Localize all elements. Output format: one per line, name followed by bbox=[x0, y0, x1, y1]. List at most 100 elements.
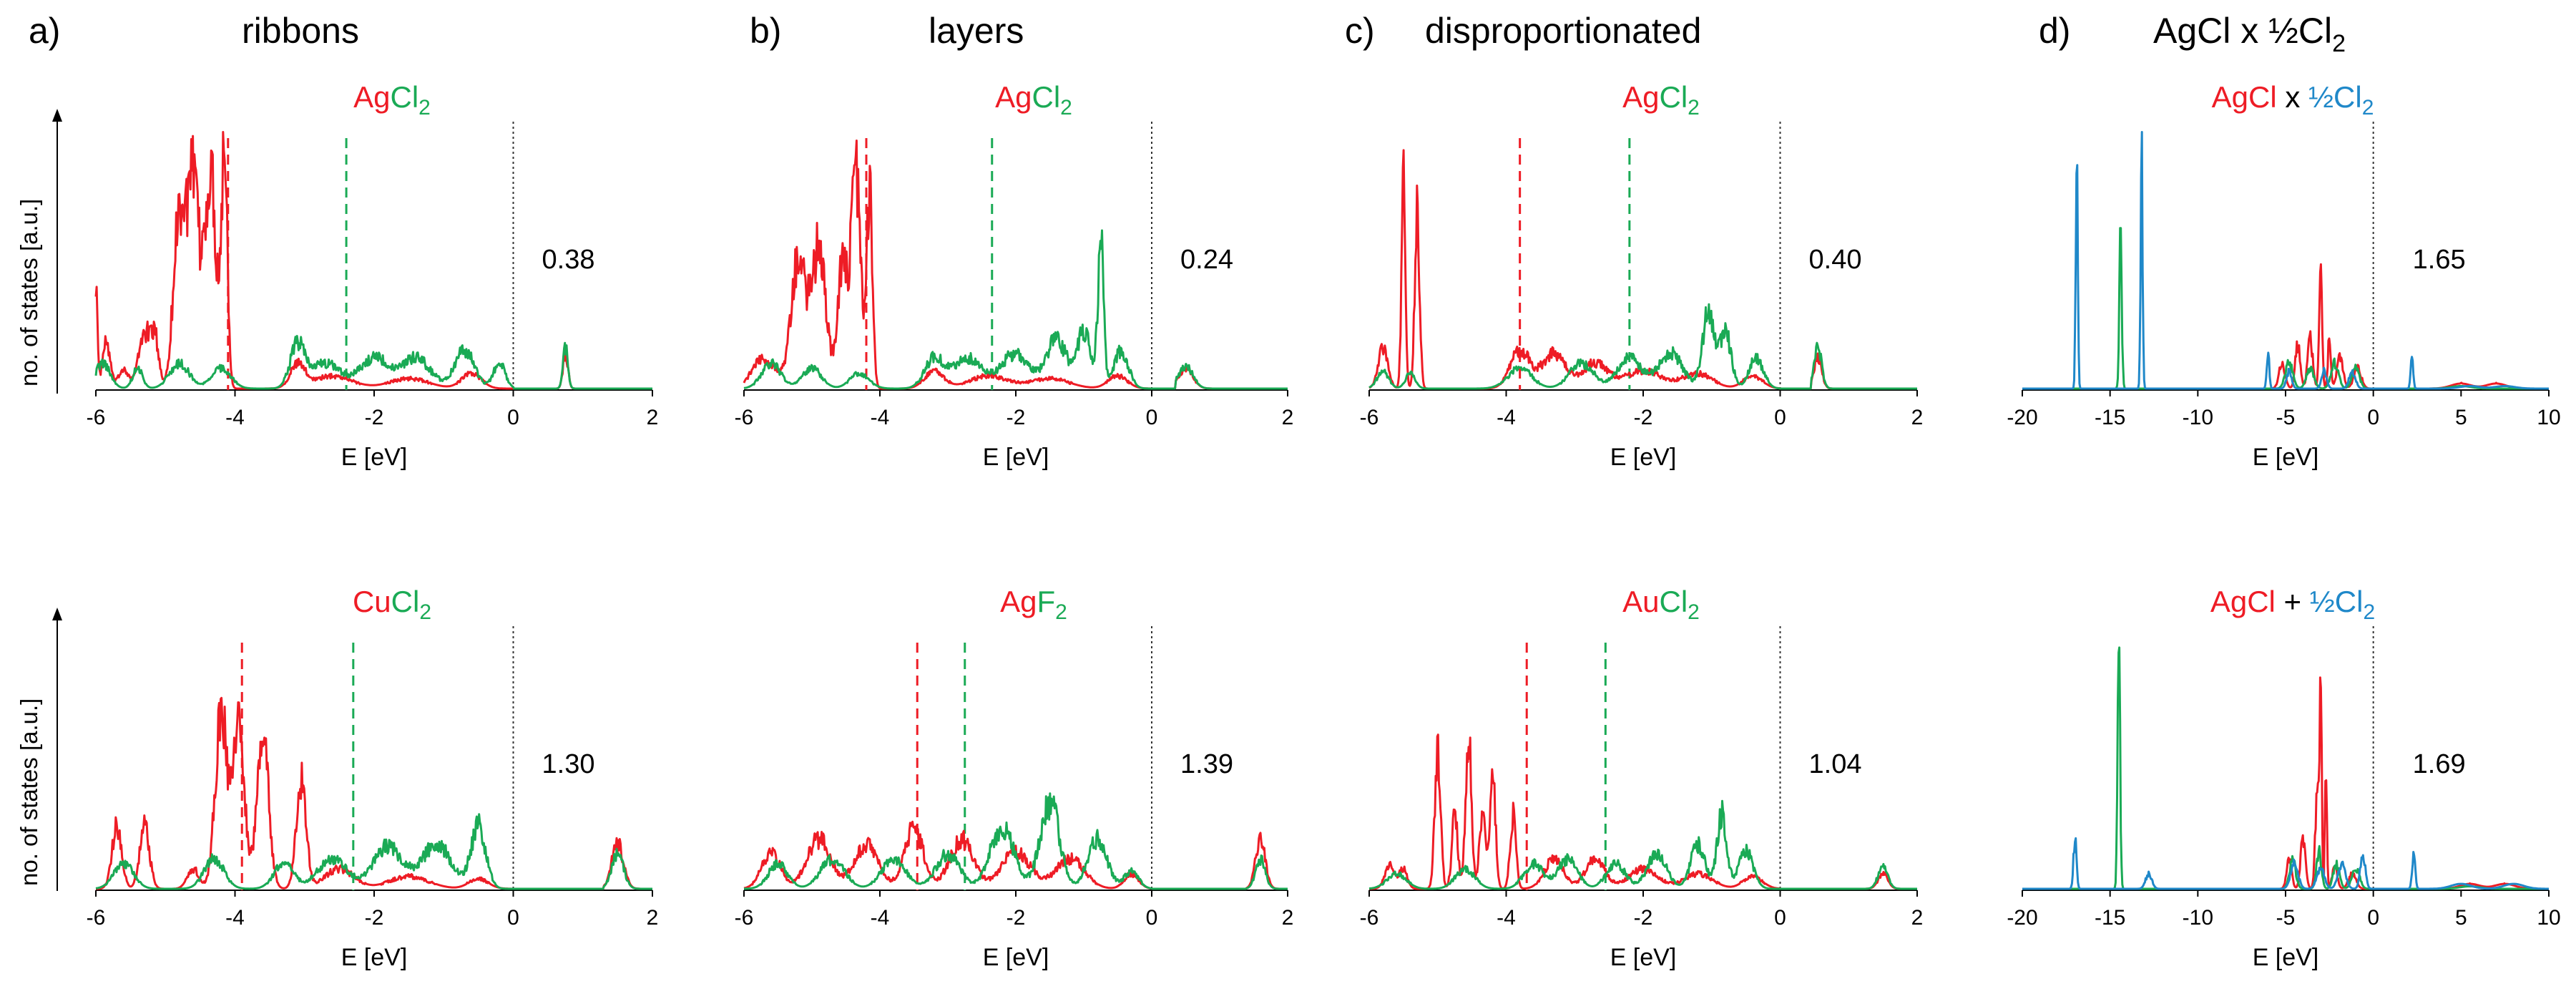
x-tick-label: 2 bbox=[647, 906, 659, 930]
x-tick-label: -2 bbox=[1007, 406, 1026, 429]
dos-curve-ligand bbox=[95, 813, 653, 890]
compound-formula: AgCl2 bbox=[1622, 80, 1700, 120]
panel-c-header: c) disproportionated bbox=[1345, 11, 1701, 51]
x-tick-label: -4 bbox=[871, 406, 890, 429]
x-tick-label: 10 bbox=[2537, 906, 2560, 930]
panel-d-header: d) AgCl x ½Cl2 bbox=[2039, 11, 2346, 57]
x-tick-label: -5 bbox=[2276, 906, 2296, 930]
x-tick-label: -5 bbox=[2276, 406, 2296, 429]
x-tick-label: -2 bbox=[365, 906, 384, 930]
x-tick-label: -10 bbox=[2183, 406, 2213, 429]
panel-b-header: b) layers bbox=[750, 11, 1024, 51]
formula-part: Cl bbox=[391, 585, 420, 618]
band-gap-value: 0.24 bbox=[1180, 245, 1233, 275]
formula-part: ½Cl bbox=[2310, 585, 2364, 618]
y-axis-bottom: no. of states [a.u.] bbox=[16, 608, 62, 891]
panel-a-letter: a) bbox=[29, 11, 60, 51]
x-tick-label: -2 bbox=[365, 406, 384, 429]
x-tick-label: 2 bbox=[647, 406, 659, 429]
x-axis-label: E [eV] bbox=[983, 944, 1049, 971]
x-tick-label: 5 bbox=[2455, 406, 2467, 429]
formula-part: 2 bbox=[1688, 96, 1700, 120]
panel-b-title: layers bbox=[929, 11, 1024, 51]
dos-curve-AgCl-ligand bbox=[2022, 227, 2550, 390]
x-tick-label: -4 bbox=[871, 906, 890, 930]
x-tick-label: -15 bbox=[2095, 406, 2125, 429]
dos-curve-AgCl-ligand bbox=[2022, 646, 2550, 890]
x-tick-label: 5 bbox=[2455, 906, 2467, 930]
y-axis-label-bottom: no. of states [a.u.] bbox=[16, 698, 42, 886]
x-tick-label: -6 bbox=[735, 906, 754, 930]
compound-formula: CuCl2 bbox=[353, 585, 431, 624]
compound-formula: AgCl x ½Cl2 bbox=[2212, 80, 2374, 120]
formula-part: Ag bbox=[1000, 585, 1037, 618]
formula-part: Ag bbox=[1622, 80, 1659, 114]
x-tick-label: 0 bbox=[1146, 406, 1158, 429]
x-tick-label: 0 bbox=[1774, 906, 1786, 930]
x-tick-label: 0 bbox=[1146, 906, 1158, 930]
panel-c-title: disproportionated bbox=[1425, 11, 1701, 51]
dos-curve-AgCl-metal bbox=[2022, 676, 2550, 890]
x-tick-label: -20 bbox=[2007, 406, 2037, 429]
panel-d-title-sub: 2 bbox=[2332, 30, 2346, 57]
band-gap-value: 1.04 bbox=[1809, 749, 1862, 779]
x-tick-label: -6 bbox=[1360, 906, 1379, 930]
formula-part: AgCl bbox=[2210, 585, 2276, 618]
formula-part: Cl bbox=[1660, 80, 1688, 114]
formula-part: Cu bbox=[353, 585, 391, 618]
dos-curve-ligand bbox=[743, 792, 1288, 890]
formula-part: 2 bbox=[2363, 600, 2375, 624]
x-tick-label: 0 bbox=[507, 906, 519, 930]
x-tick-label: -2 bbox=[1634, 906, 1653, 930]
formula-part: 2 bbox=[418, 96, 431, 120]
x-tick-label: 10 bbox=[2537, 406, 2560, 429]
formula-part: 2 bbox=[1688, 600, 1700, 624]
x-tick-label: 2 bbox=[1911, 906, 1924, 930]
x-tick-label: -4 bbox=[225, 906, 245, 930]
compound-formula: AuCl2 bbox=[1622, 585, 1700, 624]
compound-formula: AgCl + ½Cl2 bbox=[2210, 585, 2375, 624]
x-tick-label: 2 bbox=[1911, 406, 1924, 429]
formula-part: x bbox=[2277, 80, 2308, 114]
x-tick-label: -6 bbox=[735, 406, 754, 429]
band-gap-value: 0.40 bbox=[1809, 245, 1862, 275]
band-gap-value: 1.39 bbox=[1180, 749, 1233, 779]
x-axis-label: E [eV] bbox=[2253, 944, 2319, 971]
formula-part: Cl bbox=[391, 80, 419, 114]
panel-d-title-main: AgCl x ½Cl bbox=[2153, 11, 2332, 51]
formula-part: AgCl bbox=[2212, 80, 2277, 114]
formula-part: ½Cl bbox=[2308, 80, 2362, 114]
x-tick-label: -6 bbox=[1360, 406, 1379, 429]
x-tick-label: -6 bbox=[87, 406, 106, 429]
band-gap-value: 1.69 bbox=[2413, 749, 2466, 779]
formula-part: Au bbox=[1622, 585, 1659, 618]
x-tick-label: -6 bbox=[87, 906, 106, 930]
dos-curve-Cl2 bbox=[2022, 837, 2550, 890]
dos-curve-Cl2 bbox=[2022, 131, 2550, 390]
x-tick-label: -15 bbox=[2095, 906, 2125, 930]
x-tick-label: 2 bbox=[1282, 906, 1294, 930]
panel-c-letter: c) bbox=[1345, 11, 1375, 51]
band-gap-value: 0.38 bbox=[542, 245, 595, 275]
x-tick-label: 0 bbox=[2367, 906, 2379, 930]
x-tick-label: 0 bbox=[507, 406, 519, 429]
formula-part: F bbox=[1037, 585, 1056, 618]
band-gap-value: 1.65 bbox=[2413, 245, 2466, 275]
x-tick-label: -10 bbox=[2183, 906, 2213, 930]
x-axis-label: E [eV] bbox=[983, 444, 1049, 471]
x-tick-label: 0 bbox=[1774, 406, 1786, 429]
panel-a-title: ribbons bbox=[242, 11, 359, 51]
formula-part: Cl bbox=[1032, 80, 1061, 114]
chart-panel-d-top: -20 -15 -10 -5 0 5 10 E [eV] AgCl x ½Cl2 1.65 bbox=[2007, 80, 2560, 471]
dos-curve-ligand bbox=[94, 335, 653, 390]
x-tick-label: 0 bbox=[2367, 406, 2379, 429]
x-axis-label: E [eV] bbox=[341, 944, 408, 971]
